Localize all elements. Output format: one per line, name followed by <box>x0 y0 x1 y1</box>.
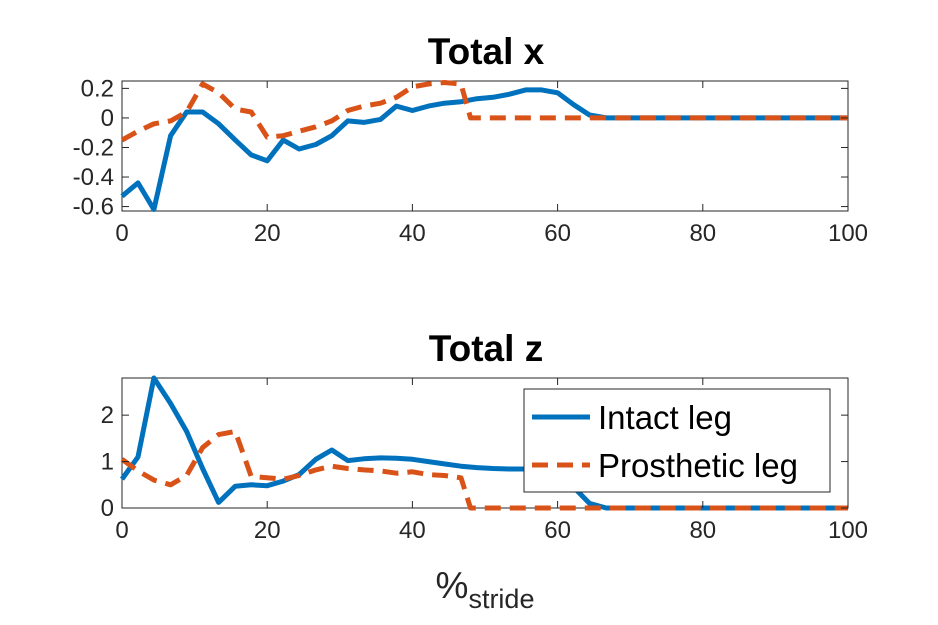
x-tick-label: 40 <box>399 517 426 544</box>
x-axis-label-subscript: stride <box>468 584 534 614</box>
x-tick-label: 0 <box>115 220 128 247</box>
legend-entry-intact: Intact leg <box>598 399 732 436</box>
legend: Intact leg Prosthetic leg <box>523 388 831 493</box>
y-tick-label: -0.2 <box>73 134 114 161</box>
series-layer <box>120 80 848 212</box>
legend-entry-prosthetic: Prosthetic leg <box>598 447 798 484</box>
series-layer <box>119 375 848 511</box>
x-tick-label: 20 <box>254 220 281 247</box>
x-tick-label: 0 <box>115 517 128 544</box>
legend-box <box>523 388 831 493</box>
chart-total-z: Total z 0 20 40 60 80 100 0 1 2 Intact leg Pros… <box>101 328 868 614</box>
x-tick-label: 100 <box>828 517 868 544</box>
y-tick-label: 2 <box>101 402 114 429</box>
x-tick-label: 80 <box>689 220 716 247</box>
x-tick-label: 40 <box>399 220 426 247</box>
y-tick-label: 1 <box>101 449 114 476</box>
x-axis-ticks: 0 20 40 60 80 100 <box>115 378 868 544</box>
x-tick-label: 60 <box>544 517 571 544</box>
chart-title: Total x <box>428 31 545 72</box>
x-tick-label: 60 <box>544 220 571 247</box>
y-tick-label: 0 <box>101 495 114 522</box>
y-axis-ticks: 0.2 0-0.2 -0.4 -0.6 <box>73 75 848 221</box>
y-tick-label: -0.4 <box>73 164 114 191</box>
y-tick-label: 0 <box>101 105 114 132</box>
x-axis-label-main: % <box>436 565 469 606</box>
y-tick-label: -0.6 <box>73 194 114 221</box>
x-axis-label: %stride <box>436 565 535 614</box>
x-tick-label: 100 <box>828 220 868 247</box>
chart-total-x: Total x 0 20 40 60 80 100 0.20-0.2-0.4-0.6 <box>73 31 868 247</box>
series-line-intact-leg <box>119 375 848 511</box>
y-tick-label: 0.2 <box>81 75 114 102</box>
x-tick-label: 20 <box>254 517 281 544</box>
series-line-intact-leg <box>120 87 848 212</box>
y-axis-ticks: 0 1 2 <box>101 402 848 522</box>
x-axis-ticks: 0 20 40 60 80 100 <box>115 81 868 247</box>
chart-title: Total z <box>429 328 543 369</box>
series-line-prosthetic-leg <box>120 80 848 143</box>
x-tick-label: 80 <box>689 517 716 544</box>
series-line-prosthetic-leg <box>120 428 848 511</box>
